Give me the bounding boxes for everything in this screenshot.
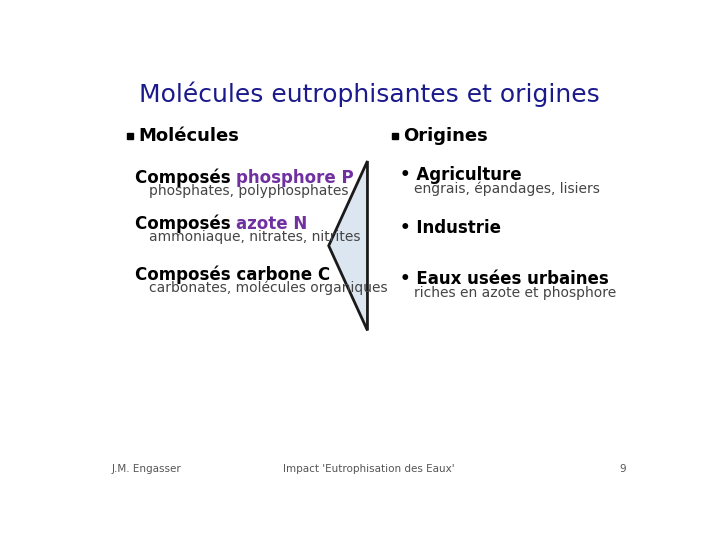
Text: riches en azote et phosphore: riches en azote et phosphore [414,286,616,300]
Text: • Industrie: • Industrie [400,219,501,237]
Text: Impact 'Eutrophisation des Eaux': Impact 'Eutrophisation des Eaux' [283,464,455,475]
Bar [127,132,133,139]
Text: 9: 9 [620,464,626,475]
Text: • Eaux usées urbaines: • Eaux usées urbaines [400,271,608,288]
Text: azote N: azote N [236,215,307,233]
Text: Molécules: Molécules [138,127,239,145]
Text: Composés carbone C: Composés carbone C [135,265,330,284]
Text: carbonates, molécules organiques: carbonates, molécules organiques [149,280,387,295]
Text: • Agriculture: • Agriculture [400,166,521,185]
Text: ammoniaque, nitrates, nitrites: ammoniaque, nitrates, nitrites [149,231,361,244]
Text: Molécules eutrophisantes et origines: Molécules eutrophisantes et origines [139,82,599,107]
Text: phosphore P: phosphore P [236,168,354,187]
Text: J.M. Engasser: J.M. Engasser [112,464,181,475]
Text: engrais, épandages, lisiers: engrais, épandages, lisiers [414,182,600,197]
Bar [392,132,398,139]
Text: Composés: Composés [135,215,236,233]
Text: Origines: Origines [403,127,488,145]
Polygon shape [329,161,367,330]
Text: Composés: Composés [135,168,236,187]
Text: phosphates, polyphosphates: phosphates, polyphosphates [149,184,348,198]
